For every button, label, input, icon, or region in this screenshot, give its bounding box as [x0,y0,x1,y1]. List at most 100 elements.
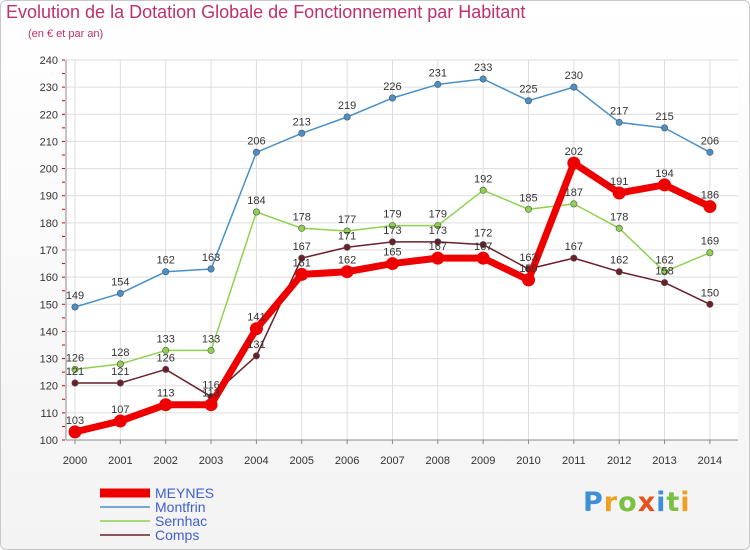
data-label-comps: 173 [383,225,401,237]
data-label-montfrin: 163 [202,252,220,264]
data-point-montfrin [71,303,79,311]
data-label-sernhac: 185 [519,192,537,204]
data-label-comps: 173 [429,225,447,237]
y-tick-label: 200 [40,164,58,176]
data-point-sernhac [570,200,578,208]
data-label-montfrin: 213 [293,116,311,128]
data-label-montfrin: 219 [338,100,356,112]
y-tick-label: 150 [40,299,58,311]
data-point-montfrin [524,97,532,105]
data-point-comps [116,379,124,387]
data-label-sernhac: 126 [66,352,84,364]
data-point-comps [434,238,442,246]
data-point-meynes [385,257,399,271]
data-label-sernhac: 133 [157,333,175,345]
data-label-meynes: 113 [157,388,175,400]
data-point-montfrin [706,148,714,156]
data-label-montfrin: 217 [610,105,628,117]
y-tick-label: 120 [40,381,58,393]
data-label-comps: 131 [247,339,265,351]
data-label-montfrin: 215 [655,111,673,123]
x-tick-label: 2011 [562,455,586,467]
chart-subtitle: (en € et par an) [28,28,104,40]
data-point-meynes [113,414,127,428]
data-point-comps [706,300,714,308]
data-label-sernhac: 169 [701,236,719,248]
logo-letter: o [618,487,638,518]
data-label-montfrin: 230 [565,70,583,82]
data-label-meynes: 202 [565,146,583,158]
data-point-meynes [522,273,535,287]
logo-letter: t [666,487,681,518]
y-tick-label: 130 [40,354,58,366]
data-label-sernhac: 179 [429,209,447,221]
chart-title: Evolution de la Dotation Globale de Fonc… [6,2,526,22]
x-tick-label: 2005 [290,455,314,467]
data-label-comps: 162 [610,255,628,267]
x-tick-label: 2008 [426,455,450,467]
data-label-montfrin: 154 [111,276,129,288]
data-point-sernhac [706,249,714,257]
legend-label-montfrin: Montfrin [155,499,206,515]
data-point-meynes [658,178,672,192]
x-tick-label: 2013 [652,455,676,467]
x-tick-label: 2014 [698,455,722,467]
data-label-montfrin: 231 [429,67,447,79]
data-label-montfrin: 233 [474,62,492,74]
data-label-comps: 167 [293,241,311,253]
x-tick-label: 2003 [199,455,223,467]
data-label-sernhac: 128 [111,347,129,359]
data-point-meynes [703,200,717,214]
data-point-comps [252,352,260,360]
x-tick-label: 2007 [380,455,404,467]
data-point-sernhac [388,222,396,230]
data-label-meynes: 141 [247,312,265,324]
data-label-meynes: 103 [66,415,84,427]
y-tick-label: 190 [40,191,58,203]
data-label-sernhac: 162 [655,255,673,267]
y-tick-label: 230 [40,82,58,94]
data-label-montfrin: 226 [383,81,401,93]
data-label-meynes: 167 [474,241,492,253]
data-point-montfrin [162,268,170,276]
data-point-sernhac [207,346,215,354]
data-point-montfrin [207,265,215,273]
data-label-meynes: 186 [701,190,719,202]
y-tick-label: 100 [40,435,58,447]
data-label-comps: 172 [474,228,492,240]
y-tick-label: 170 [40,245,58,257]
logo-letter: P [583,487,604,518]
data-label-comps: 116 [202,380,220,392]
data-point-meynes [340,265,354,279]
data-point-sernhac [661,268,669,276]
data-point-sernhac [615,224,623,232]
y-tick-label: 110 [40,408,58,420]
legend-label-comps: Comps [155,527,199,543]
legend-label-sernhac: Sernhac [155,513,207,529]
x-tick-label: 2010 [516,455,540,467]
data-point-sernhac [434,222,442,230]
data-point-meynes [567,156,581,170]
data-label-comps: 171 [338,230,356,242]
data-label-meynes: 165 [383,247,401,259]
data-label-sernhac: 187 [565,187,583,199]
data-point-meynes [204,398,218,412]
y-tick-label: 220 [40,109,58,121]
logo-letter: i [680,487,691,518]
data-point-montfrin [252,148,260,156]
data-label-meynes: 107 [111,404,129,416]
data-point-sernhac [116,360,124,368]
data-label-sernhac: 177 [338,214,356,226]
y-tick-label: 160 [40,272,58,284]
data-point-sernhac [162,346,170,354]
data-point-montfrin [388,94,396,102]
data-label-comps: 126 [157,352,175,364]
x-tick-label: 2004 [244,455,268,467]
x-tick-label: 2006 [335,455,359,467]
data-point-montfrin [479,75,487,83]
data-label-montfrin: 162 [157,255,175,267]
data-point-comps [343,243,351,251]
data-point-montfrin [570,83,578,91]
logo-letter: x [637,487,657,518]
data-point-montfrin [615,118,623,126]
